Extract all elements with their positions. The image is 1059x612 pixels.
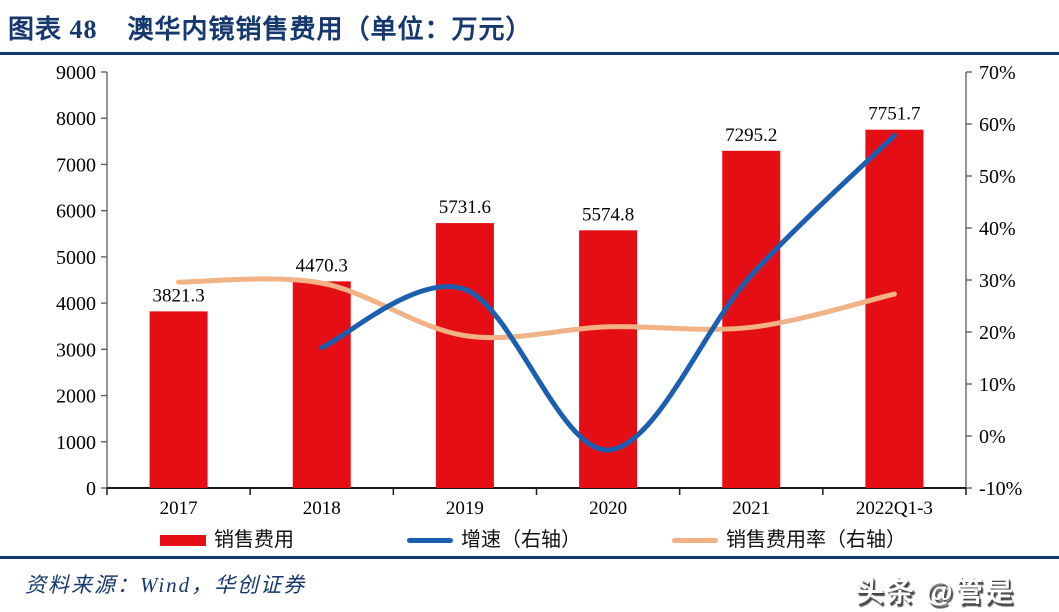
expense-ratio-line <box>176 276 897 341</box>
bar-2021 <box>722 150 781 489</box>
growth-line <box>319 132 897 453</box>
bar-2019 <box>435 223 494 489</box>
growth-line-swatch <box>407 537 453 543</box>
bar-value-label: 7751.7 <box>868 104 920 125</box>
left-axis-tick-label: 0 <box>86 478 96 500</box>
left-axis-tick-label: 4000 <box>56 293 96 315</box>
bar-2018 <box>292 281 351 488</box>
x-axis-category-label: 2017 <box>160 498 198 519</box>
legend-label-growth: 增速（右轴） <box>461 529 581 551</box>
left-axis-tick-label: 3000 <box>56 339 96 361</box>
expense-ratio-line-swatch <box>672 537 718 543</box>
bar-value-label: 5574.8 <box>582 204 634 225</box>
bar-value-label: 7295.2 <box>725 125 777 146</box>
x-axis-category-label: 2019 <box>446 498 484 519</box>
legend-item-sales-expense: 销售费用 <box>160 527 294 553</box>
bar-value-label: 4470.3 <box>296 255 348 276</box>
figure-title-text: 澳华内镜销售费用（单位：万元） <box>127 15 533 44</box>
bar-value-label: 5731.6 <box>439 197 491 218</box>
left-axis-tick-label: 1000 <box>56 432 96 454</box>
figure-title: 图表 48 澳华内镜销售费用（单位：万元） <box>8 9 533 46</box>
watermark: 头条 @管是 <box>855 576 1015 607</box>
legend-item-expense-ratio: 销售费用率（右轴） <box>672 527 906 553</box>
left-axis-tick-label: 8000 <box>56 108 96 130</box>
right-axis-tick-label: -10% <box>979 478 1022 500</box>
footer-divider <box>0 556 1059 559</box>
right-axis-tick-label: 20% <box>979 322 1016 344</box>
bar-2022Q1-3 <box>865 129 924 488</box>
right-axis-tick-label: 70% <box>979 62 1016 84</box>
left-axis-tick-label: 5000 <box>56 247 96 269</box>
left-axis-tick-label: 7000 <box>56 154 96 176</box>
left-axis-tick-label: 2000 <box>56 386 96 408</box>
left-axis-tick-label: 6000 <box>56 201 96 223</box>
x-axis-category-label: 2020 <box>589 498 627 519</box>
bar-2017 <box>149 311 208 488</box>
title-divider <box>0 52 1059 55</box>
bar-series-swatch <box>160 534 206 546</box>
bar-value-label: 3821.3 <box>152 285 204 306</box>
right-axis-tick-label: 0% <box>979 426 1006 448</box>
x-axis-category-label: 2018 <box>303 498 341 519</box>
legend-label-expense-ratio: 销售费用率（右轴） <box>726 529 906 551</box>
chart-legend: 销售费用 增速（右轴） 销售费用率（右轴） <box>0 527 1059 553</box>
source-note: 资料来源：Wind，华创证券 <box>25 573 307 597</box>
legend-item-growth: 增速（右轴） <box>407 527 581 553</box>
x-axis-category-label: 2022Q1-3 <box>856 498 933 519</box>
right-axis-tick-label: 50% <box>979 166 1016 188</box>
x-axis-category-label: 2021 <box>732 498 770 519</box>
legend-label-sales-expense: 销售费用 <box>214 529 294 551</box>
left-axis-tick-label: 9000 <box>56 62 96 84</box>
right-axis-tick-label: 30% <box>979 270 1016 292</box>
right-axis-tick-label: 10% <box>979 374 1016 396</box>
right-axis-tick-label: 40% <box>979 218 1016 240</box>
figure-number-label: 图表 48 <box>8 15 98 44</box>
right-axis-tick-label: 60% <box>979 114 1016 136</box>
